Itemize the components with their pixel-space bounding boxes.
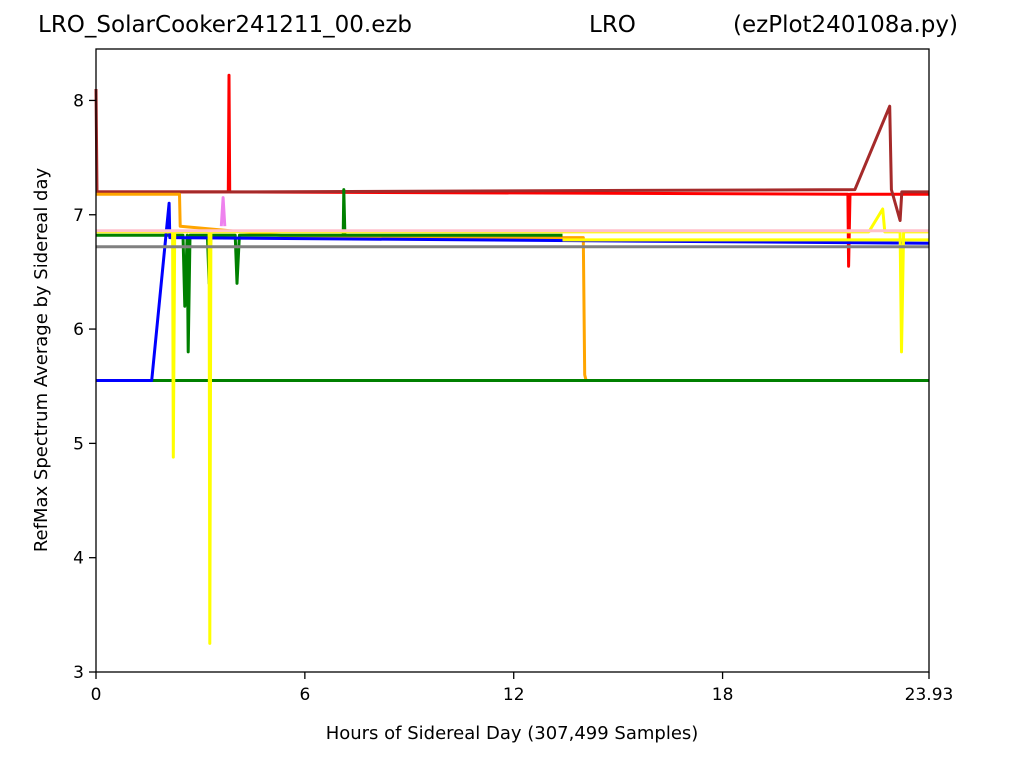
- series-line-8: [219, 196, 227, 227]
- x-tick-label: 0: [91, 685, 102, 705]
- series-line-1: [94, 88, 929, 222]
- tick-layer: 0 6 12 18 23.93 3 4 5 6 7 8: [73, 91, 953, 705]
- y-tick-label: 3: [73, 663, 84, 683]
- x-axis-label: Hours of Sidereal Day (307,499 Samples): [326, 723, 699, 744]
- header-right-label: (ezPlot240108a.py): [733, 12, 958, 38]
- series-line-6: [96, 207, 929, 645]
- header-center-label: LRO: [589, 12, 636, 38]
- series-layer: [94, 73, 930, 645]
- plot-frame: [95, 48, 930, 673]
- y-tick-label: 6: [73, 320, 84, 340]
- header-left-label: LRO_SolarCooker241211_00.ezb: [38, 12, 413, 38]
- x-tick-label: 6: [299, 685, 310, 705]
- y-tick-label: 5: [73, 434, 84, 454]
- x-tick-label: 18: [712, 685, 734, 705]
- series-line-3: [96, 188, 563, 354]
- y-tick-label: 4: [73, 549, 84, 569]
- x-tick-label: 23.93: [905, 685, 954, 705]
- x-tick-label: 12: [503, 685, 525, 705]
- series-line-5: [96, 201, 930, 382]
- y-tick-label: 8: [73, 91, 84, 111]
- y-tick-label: 7: [73, 206, 84, 226]
- series-line-0: [96, 73, 929, 268]
- y-axis-label: RefMax Spectrum Average by Sidereal day: [31, 168, 52, 553]
